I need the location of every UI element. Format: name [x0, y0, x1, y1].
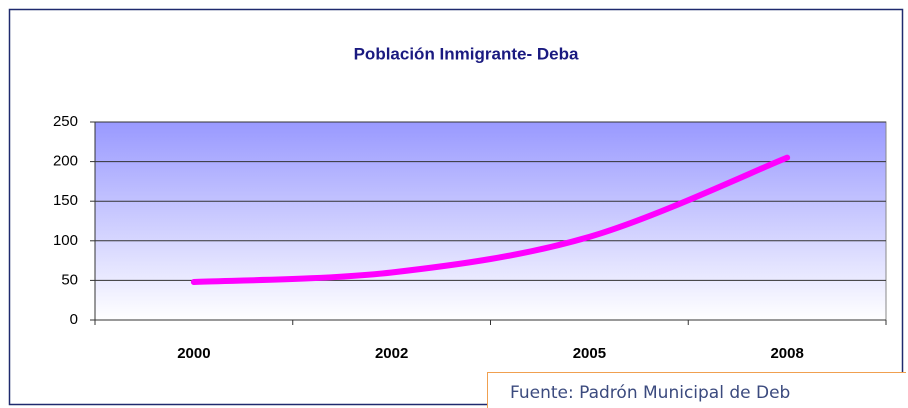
x-tick-label: 2002	[375, 345, 408, 362]
x-tick-label: 2008	[770, 345, 803, 362]
chart-title: Población Inmigrante- Deba	[354, 44, 579, 63]
footnote: Fuente: Padrón Municipal de Deb	[510, 383, 791, 403]
y-tick-label: 250	[53, 113, 78, 130]
y-tick-label: 100	[53, 232, 78, 249]
footnote-box: Fuente: Padrón Municipal de Deb	[487, 372, 906, 408]
x-tick-label: 2005	[573, 345, 606, 362]
y-tick-label: 0	[70, 311, 78, 328]
series-line	[190, 154, 791, 285]
y-tick-label: 200	[53, 153, 78, 170]
x-tick-label: 2000	[177, 345, 210, 362]
plot-area	[94, 121, 887, 321]
y-tick-label: 50	[61, 271, 78, 288]
y-tick-label: 150	[53, 192, 78, 209]
